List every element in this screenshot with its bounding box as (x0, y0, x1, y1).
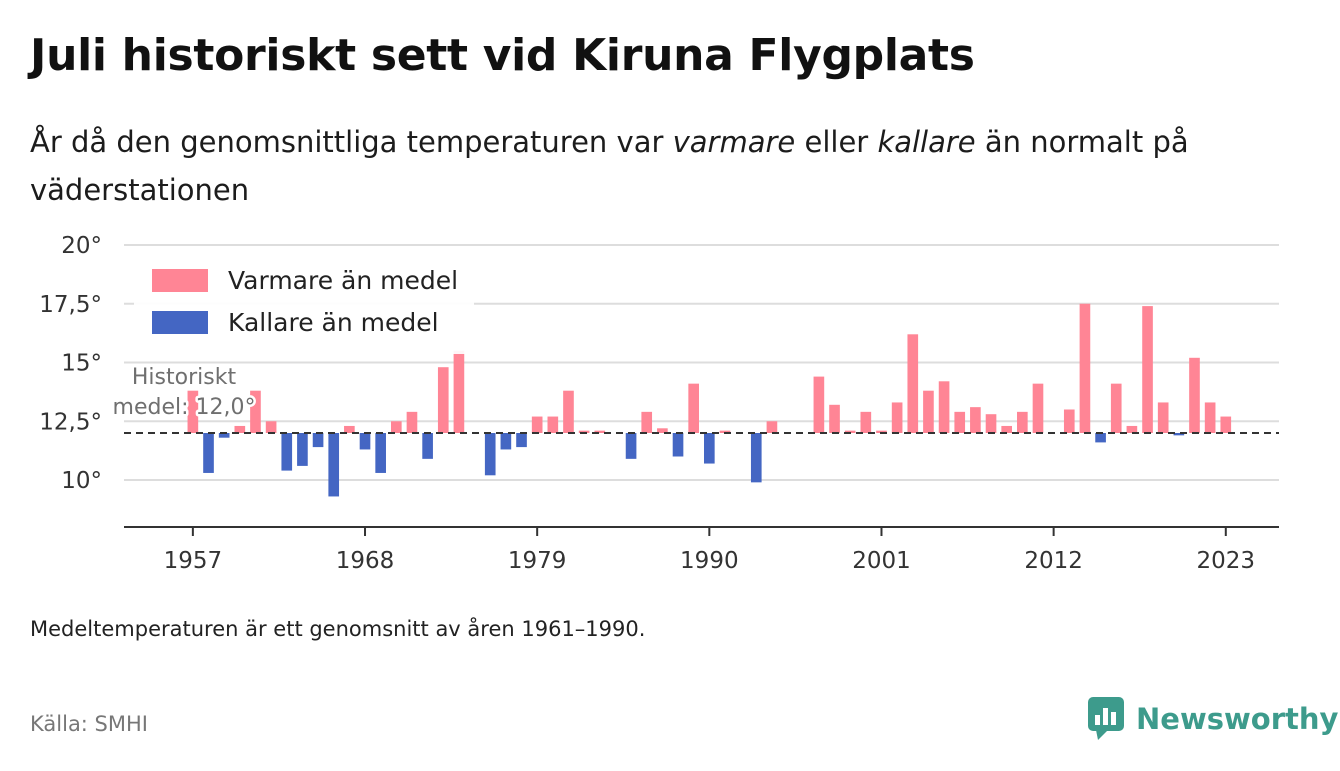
bar-warm (547, 416, 559, 433)
bar-cold (297, 433, 308, 466)
bar-cold (218, 433, 230, 438)
x-tick-label: 2012 (1024, 548, 1083, 574)
bar-warm (1220, 416, 1232, 433)
bar-warm (1063, 409, 1075, 433)
bar-warm (1110, 383, 1122, 433)
legend-cold-label: Kallare än medel (228, 308, 439, 337)
bar-warm (688, 383, 699, 433)
y-axis-ticks: 10° 12,5° 15° 17,5° 20° (39, 233, 102, 494)
subtitle-warmer: varmare (672, 125, 796, 159)
bar-warm (390, 421, 402, 433)
bar-warm (594, 430, 606, 433)
bar-cold (516, 433, 527, 448)
bar-warm (813, 376, 825, 433)
bar-cold (1173, 433, 1185, 436)
y-tick-label: 17,5° (39, 292, 102, 318)
bar-cold (422, 433, 433, 459)
x-tick-label: 1957 (164, 548, 223, 574)
bar-cold (312, 433, 324, 448)
bar-warm (1189, 357, 1200, 433)
bar-warm (829, 404, 840, 433)
subtitle-text-1: År då den genomsnittliga temperaturen va… (30, 125, 673, 159)
bar-warm (406, 411, 418, 433)
annotation-line-1: Historiskt (132, 365, 237, 390)
bar-warm (938, 381, 950, 433)
x-tick-label: 2023 (1197, 548, 1256, 574)
bar-warm (1017, 411, 1028, 433)
bar-cold (203, 433, 214, 473)
bar-warm (860, 411, 872, 433)
bar-warm (1142, 306, 1153, 433)
bar-cold (500, 433, 512, 450)
x-tick-label: 1979 (508, 548, 567, 574)
bar-warm (344, 425, 355, 433)
bar-cold (750, 433, 762, 483)
bar-warm (954, 411, 966, 433)
y-tick-label: 12,5° (39, 409, 102, 435)
bar-warm (1126, 425, 1138, 433)
bar-cold (281, 433, 293, 471)
bar-warm (234, 425, 246, 433)
bar-warm (437, 367, 449, 433)
bar-warm (970, 407, 981, 433)
bar-warm (876, 430, 887, 433)
bar-warm (641, 411, 653, 433)
bar-cold (1095, 433, 1106, 443)
bar-cold (625, 433, 637, 459)
annotation-line-2: medel: 12,0° (113, 395, 256, 420)
bar-cold (704, 433, 715, 464)
bar-warm (891, 402, 903, 433)
bar-warm (766, 421, 778, 433)
mean-annotation: Historiskt medel: 12,0° (110, 363, 258, 423)
bar-warm (453, 350, 465, 433)
footnote: Medeltemperaturen är ett genomsnitt av å… (30, 617, 646, 641)
bar-cold (328, 433, 340, 497)
legend: Varmare än medel Kallare än medel (134, 254, 474, 354)
bar-warm (531, 416, 543, 433)
bar-warm (907, 334, 919, 433)
bar-warm (563, 390, 574, 433)
y-tick-label: 15° (61, 351, 102, 377)
bar-warm (1204, 402, 1216, 433)
bar-warm (923, 390, 934, 433)
bar-warm (844, 430, 856, 433)
bar-warm (1032, 383, 1044, 433)
subtitle-colder: kallare (877, 125, 976, 159)
bar-warm (657, 428, 668, 433)
brand-name: Newsworthy (1136, 702, 1339, 736)
source-credit: Källa: SMHI (30, 712, 148, 736)
bar-cold (672, 433, 684, 457)
x-tick-label: 1990 (680, 548, 739, 574)
x-axis-ticks: 1957 1968 1979 1990 2001 2012 2023 (164, 527, 1255, 574)
bar-cold (359, 433, 371, 450)
bar-warm (578, 430, 590, 433)
bar-cold (484, 433, 496, 476)
bar-warm (265, 421, 277, 433)
legend-warm-label: Varmare än medel (228, 266, 458, 295)
x-tick-label: 2001 (852, 548, 911, 574)
newsworthy-logo-icon (1088, 697, 1124, 740)
bar-warm (1001, 425, 1013, 433)
chart-title: Juli historiskt sett vid Kiruna Flygplat… (30, 30, 975, 81)
bar-warm (1157, 402, 1169, 433)
chart-subtitle: År då den genomsnittliga temperaturen va… (30, 118, 1280, 214)
subtitle-text-3: än normalt på väderstationen (30, 125, 1189, 207)
bars (187, 303, 1232, 497)
y-tick-label: 10° (61, 468, 102, 494)
bar-warm (187, 390, 199, 433)
x-tick-label: 1968 (336, 548, 395, 574)
brand[interactable]: Newsworthy (1088, 697, 1338, 741)
bar-cold (375, 433, 386, 473)
subtitle-text-2: eller (795, 125, 878, 159)
bar-warm (985, 414, 997, 433)
bar-warm (1079, 303, 1091, 433)
bar-warm (250, 390, 261, 433)
legend-warm-swatch (152, 269, 208, 292)
y-tick-label: 20° (61, 233, 102, 259)
temperature-bar-chart: 10° 12,5° 15° 17,5° 20° 1957 1968 1979 1990 2001… (39, 233, 1279, 574)
legend-cold-swatch (152, 311, 208, 334)
bar-warm (719, 430, 731, 433)
